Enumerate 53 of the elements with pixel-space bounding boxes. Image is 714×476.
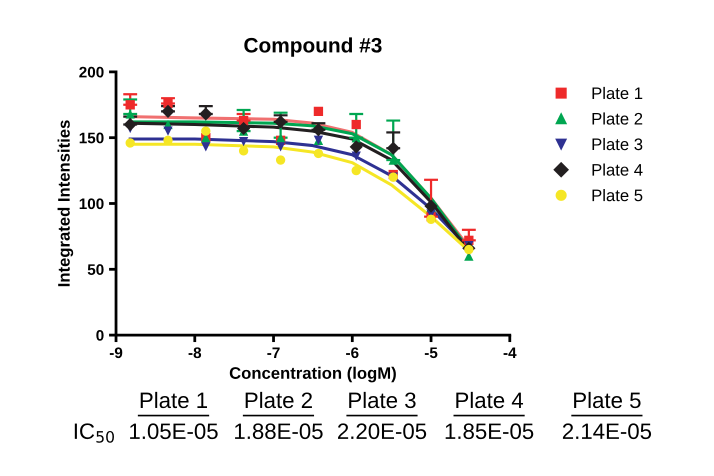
point: [352, 120, 361, 130]
y-tick-label: 0: [96, 330, 104, 341]
text: 2.20E-05: [338, 423, 426, 440]
point: [201, 126, 210, 136]
y-tick-label: 150: [80, 132, 104, 144]
point: [161, 104, 175, 118]
point: [312, 123, 326, 136]
point: [126, 109, 135, 119]
point: [238, 136, 248, 146]
point: [276, 142, 286, 152]
point: [426, 214, 436, 224]
x-tick-label: -4: [504, 347, 517, 358]
legend-label: Plate 4: [592, 163, 643, 176]
text: Plate 3: [349, 392, 416, 408]
text: IC$_{50}$: [74, 423, 114, 443]
x-axis-title: Concentration (logM): [230, 366, 396, 382]
chart-title: Compound #3: [244, 37, 382, 57]
point: [237, 122, 250, 136]
text: Plate 2: [246, 392, 312, 408]
text: Plate 5: [574, 392, 641, 408]
x-tick-label: -5: [424, 347, 438, 358]
text: 1.85E-05: [446, 423, 534, 440]
text: 2.14E-05: [562, 423, 652, 440]
point: [350, 140, 363, 154]
legend-label: Plate 5: [592, 189, 642, 202]
text: Plate 4: [456, 392, 524, 408]
point: [424, 200, 438, 213]
text: 1.88E-05: [235, 423, 323, 440]
point: [126, 100, 135, 110]
point: [238, 146, 248, 156]
y-axis-title: Integrated Intensities: [58, 120, 74, 286]
point: [276, 155, 286, 165]
point: [126, 138, 135, 148]
y-tick-label: 200: [79, 66, 104, 78]
x-tick-label: -8: [188, 347, 202, 358]
text: 1.05E-05: [130, 423, 218, 440]
x-tick-label: -7: [267, 347, 280, 358]
legend-label: Plate 3: [592, 138, 642, 150]
point: [386, 142, 400, 155]
y-tick-label: 50: [88, 264, 104, 275]
point: [163, 126, 173, 136]
x-tick-label: -9: [110, 347, 122, 358]
legend-label: Plate 1: [592, 86, 642, 100]
legend-label: Plate 2: [592, 112, 642, 125]
point: [352, 166, 361, 176]
point: [314, 148, 324, 158]
text: Plate 1: [140, 392, 208, 408]
point: [274, 115, 288, 128]
point: [201, 142, 210, 152]
point: [199, 107, 212, 121]
x-tick-label: -6: [346, 347, 359, 358]
point: [314, 106, 324, 116]
y-tick-label: 100: [80, 198, 104, 210]
